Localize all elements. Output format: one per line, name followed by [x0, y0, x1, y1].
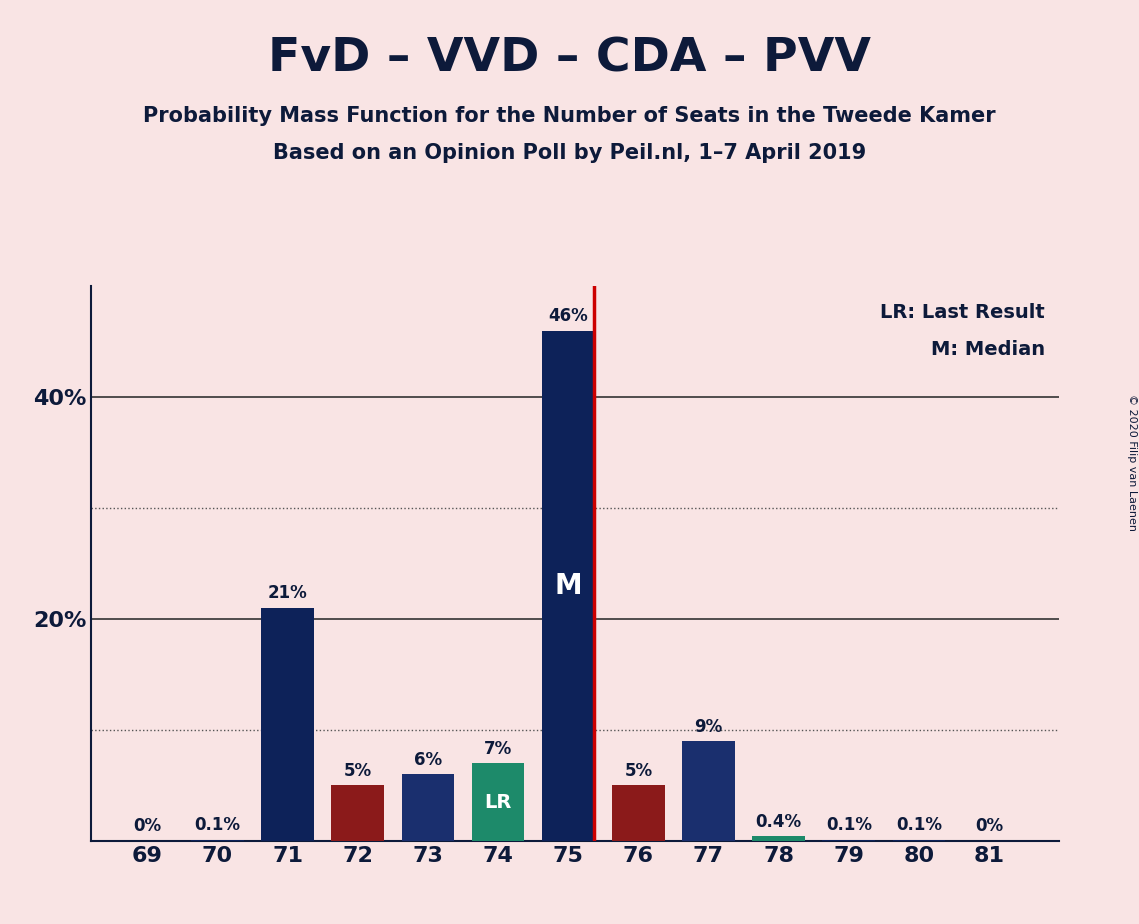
Bar	[753, 836, 805, 841]
Text: Probability Mass Function for the Number of Seats in the Tweede Kamer: Probability Mass Function for the Number…	[144, 106, 995, 127]
Text: 0%: 0%	[133, 818, 162, 835]
Bar	[822, 840, 875, 841]
Bar	[542, 331, 595, 841]
Text: 0%: 0%	[975, 818, 1003, 835]
Bar	[612, 785, 665, 841]
Bar	[472, 763, 524, 841]
Text: 0.4%: 0.4%	[755, 813, 802, 831]
Text: 7%: 7%	[484, 740, 513, 758]
Text: 5%: 5%	[344, 762, 371, 780]
Text: © 2020 Filip van Laenen: © 2020 Filip van Laenen	[1126, 394, 1137, 530]
Text: 0.1%: 0.1%	[826, 816, 871, 834]
Text: M: M	[555, 572, 582, 600]
Bar	[331, 785, 384, 841]
Text: 0.1%: 0.1%	[195, 816, 240, 834]
Text: Based on an Opinion Poll by Peil.nl, 1–7 April 2019: Based on an Opinion Poll by Peil.nl, 1–7…	[273, 143, 866, 164]
Text: 21%: 21%	[268, 585, 308, 602]
Bar	[893, 840, 945, 841]
Text: LR: Last Result
M: Median: LR: Last Result M: Median	[880, 303, 1044, 359]
Text: FvD – VVD – CDA – PVV: FvD – VVD – CDA – PVV	[268, 37, 871, 82]
Text: 46%: 46%	[548, 308, 588, 325]
Bar	[682, 741, 735, 841]
Bar	[261, 608, 314, 841]
Text: 5%: 5%	[624, 762, 653, 780]
Text: 6%: 6%	[413, 751, 442, 769]
Bar	[402, 774, 454, 841]
Bar	[191, 840, 244, 841]
Text: 9%: 9%	[695, 718, 722, 736]
Text: 0.1%: 0.1%	[896, 816, 942, 834]
Text: LR: LR	[484, 793, 511, 811]
